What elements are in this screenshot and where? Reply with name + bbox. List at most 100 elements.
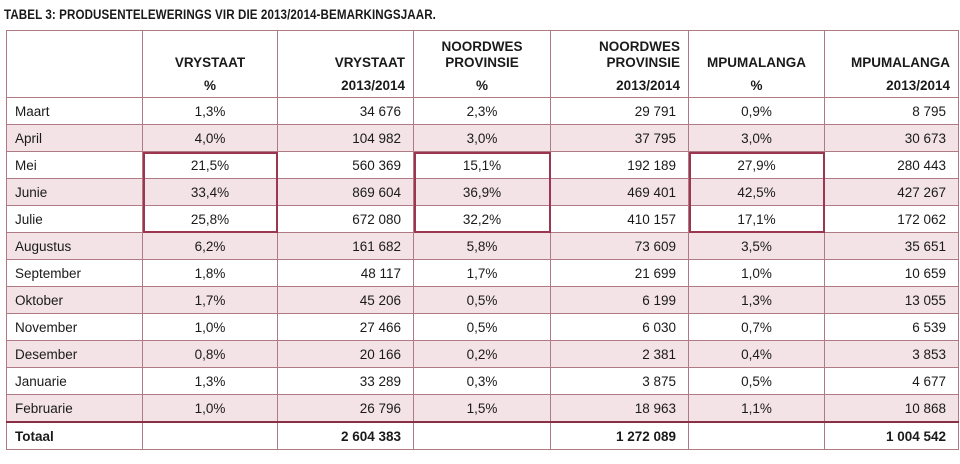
month-cell: Maart — [6, 97, 143, 125]
value-cell: 3,5% — [688, 232, 825, 260]
value-cell: 427 267 — [824, 178, 959, 206]
value-cell: 6 199 — [550, 286, 689, 314]
value-cell: 10 868 — [824, 394, 959, 423]
table-row: Februarie 1,0% 26 796 1,5% 18 963 1,1% 10 868 — [6, 394, 959, 423]
value-cell: 45 206 — [277, 286, 414, 314]
table-row: November 1,0% 27 466 0,5% 6 030 0,7% 6 539 — [6, 313, 959, 341]
deliveries-table: VRYSTAAT VRYSTAAT NOORDWES PROVINSIE NOOR… — [6, 30, 959, 450]
value-cell: 1,3% — [142, 97, 278, 125]
value-cell: 172 062 — [824, 205, 959, 233]
value-cell: 34 676 — [277, 97, 414, 125]
value-cell: 410 157 — [550, 205, 689, 233]
value-cell: 27,9% — [688, 151, 825, 179]
column-header: VRYSTAAT — [277, 30, 414, 75]
value-cell: 0,2% — [413, 340, 551, 368]
value-cell: 0,5% — [413, 313, 551, 341]
value-cell: 1,1% — [688, 394, 825, 423]
total-cell: 1 004 542 — [824, 421, 959, 450]
value-cell: 8 795 — [824, 97, 959, 125]
value-cell: 36,9% — [413, 178, 551, 206]
value-cell: 18 963 — [550, 394, 689, 423]
value-cell: 17,1% — [688, 205, 825, 233]
table-title: TABEL 3: PRODUSENTELEWERINGS VIR DIE 201… — [4, 7, 436, 22]
value-cell: 0,4% — [688, 340, 825, 368]
value-cell: 192 189 — [550, 151, 689, 179]
value-cell: 32,2% — [413, 205, 551, 233]
value-cell: 6,2% — [142, 232, 278, 260]
value-cell: 29 791 — [550, 97, 689, 125]
column-header: MPUMALANGA — [824, 30, 959, 75]
month-cell: Julie — [6, 205, 143, 233]
month-cell: Augustus — [6, 232, 143, 260]
total-cell: 1 272 089 — [550, 421, 689, 450]
column-unit: 2013/2014 — [277, 75, 414, 98]
column-header: NOORDWES PROVINSIE — [550, 30, 689, 75]
value-cell: 1,7% — [413, 259, 551, 287]
table-row: Mei 21,5% 560 369 15,1% 192 189 27,9% 280 443 — [6, 151, 959, 179]
column-unit: % — [413, 75, 551, 98]
value-cell: 0,5% — [688, 367, 825, 395]
value-cell: 2,3% — [413, 97, 551, 125]
month-cell: Mei — [6, 151, 143, 179]
value-cell: 3 853 — [824, 340, 959, 368]
month-cell: September — [6, 259, 143, 287]
header-empty-cell — [6, 30, 143, 98]
value-cell: 869 604 — [277, 178, 414, 206]
value-cell: 6 539 — [824, 313, 959, 341]
table-row: April 4,0% 104 982 3,0% 37 795 3,0% 30 673 — [6, 124, 959, 152]
header-row: VRYSTAAT VRYSTAAT NOORDWES PROVINSIE NOOR… — [6, 30, 959, 98]
value-cell: 20 166 — [277, 340, 414, 368]
value-cell: 3,0% — [688, 124, 825, 152]
value-cell: 161 682 — [277, 232, 414, 260]
value-cell: 672 080 — [277, 205, 414, 233]
month-cell: Desember — [6, 340, 143, 368]
total-row: Totaal 2 604 383 1 272 089 1 004 542 — [6, 421, 959, 450]
value-cell: 1,3% — [688, 286, 825, 314]
value-cell: 0,5% — [413, 286, 551, 314]
value-cell: 0,7% — [688, 313, 825, 341]
value-cell: 37 795 — [550, 124, 689, 152]
value-cell: 3,0% — [413, 124, 551, 152]
value-cell: 5,8% — [413, 232, 551, 260]
table-row: Maart 1,3% 34 676 2,3% 29 791 0,9% 8 795 — [6, 97, 959, 125]
value-cell: 21 699 — [550, 259, 689, 287]
value-cell: 10 659 — [824, 259, 959, 287]
month-cell: Februarie — [6, 394, 143, 423]
total-cell — [413, 421, 551, 450]
value-cell: 33,4% — [142, 178, 278, 206]
value-cell: 1,0% — [142, 394, 278, 423]
value-cell: 0,3% — [413, 367, 551, 395]
table-body: Maart 1,3% 34 676 2,3% 29 791 0,9% 8 795 April 4… — [6, 97, 959, 450]
value-cell: 48 117 — [277, 259, 414, 287]
value-cell: 30 673 — [824, 124, 959, 152]
table-row: Desember 0,8% 20 166 0,2% 2 381 0,4% 3 853 — [6, 340, 959, 368]
value-cell: 21,5% — [142, 151, 278, 179]
value-cell: 3 875 — [550, 367, 689, 395]
value-cell: 1,5% — [413, 394, 551, 423]
value-cell: 2 381 — [550, 340, 689, 368]
value-cell: 0,9% — [688, 97, 825, 125]
value-cell: 25,8% — [142, 205, 278, 233]
value-cell: 33 289 — [277, 367, 414, 395]
value-cell: 1,7% — [142, 286, 278, 314]
column-unit: % — [142, 75, 278, 98]
table-container: VRYSTAAT VRYSTAAT NOORDWES PROVINSIE NOOR… — [6, 30, 959, 450]
total-cell — [688, 421, 825, 450]
column-header: VRYSTAAT — [142, 30, 278, 75]
column-header: NOORDWES PROVINSIE — [413, 30, 551, 75]
column-unit: 2013/2014 — [824, 75, 959, 98]
total-label: Totaal — [6, 421, 143, 450]
value-cell: 15,1% — [413, 151, 551, 179]
value-cell: 1,8% — [142, 259, 278, 287]
value-cell: 73 609 — [550, 232, 689, 260]
unit-row: % 2013/2014 % 2013/2014 % 2013/2014 — [7, 75, 959, 98]
value-cell: 4,0% — [142, 124, 278, 152]
month-cell: April — [6, 124, 143, 152]
table-row: September 1,8% 48 117 1,7% 21 699 1,0% 10 659 — [6, 259, 959, 287]
value-cell: 104 982 — [277, 124, 414, 152]
value-cell: 27 466 — [277, 313, 414, 341]
value-cell: 469 401 — [550, 178, 689, 206]
value-cell: 560 369 — [277, 151, 414, 179]
value-cell: 1,0% — [688, 259, 825, 287]
value-cell: 6 030 — [550, 313, 689, 341]
